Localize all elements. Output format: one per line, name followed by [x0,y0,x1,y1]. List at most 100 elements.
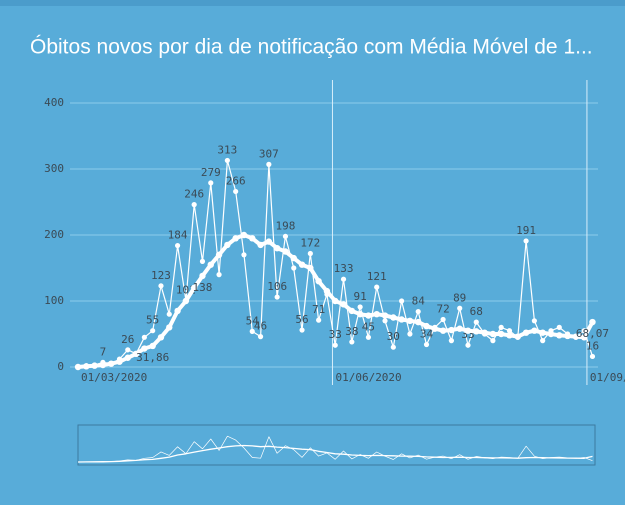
point [398,316,405,323]
point [182,297,190,305]
point [481,329,488,336]
point [440,316,446,323]
point [83,363,90,370]
point [356,311,364,318]
data-label: 33 [329,328,342,341]
point [415,308,421,315]
data-label: 307 [259,147,279,160]
point [523,238,529,244]
point [423,322,430,330]
point [464,327,472,334]
data-label: 279 [201,166,221,179]
point [457,305,463,311]
point [506,332,513,339]
point [448,338,455,344]
point [266,161,272,167]
data-label: 68 [470,305,483,318]
x-tick-label: 01/06/2020 [335,371,401,384]
data-label: 54 [246,314,260,327]
point [257,241,264,249]
point [282,233,289,239]
point [456,325,463,332]
point [157,334,165,341]
point [547,330,555,338]
data-label: 266 [226,174,246,187]
point [374,284,380,290]
point [207,261,214,268]
y-tick-label: 300 [44,162,64,175]
point [323,287,331,295]
point [556,332,563,339]
point [116,358,123,365]
data-label: 71 [312,303,325,316]
data-label: 26 [121,333,134,346]
point [191,202,197,208]
point [357,304,363,310]
point [199,258,206,264]
data-label: 133 [334,262,354,275]
data-label: 106 [267,280,287,293]
point [125,347,131,353]
point [74,363,82,371]
point [431,325,439,332]
point [274,294,280,300]
point [340,276,347,282]
point [299,327,305,333]
navigator [77,424,596,466]
point [149,342,156,350]
point [390,314,397,321]
point [233,188,239,195]
point [307,264,314,272]
point [316,317,322,323]
data-label: 123 [151,269,171,282]
y-tick-label: 400 [44,96,64,109]
point [166,324,173,331]
point [141,334,147,340]
data-label: 246 [184,188,204,201]
point [240,231,248,239]
point [340,301,347,308]
x-tick-label: 01/09/... [590,371,625,384]
point [249,328,255,334]
point [199,272,206,280]
point [439,327,447,334]
data-label: 68,07 [576,327,609,340]
point [489,330,497,338]
point [522,329,530,336]
point [473,319,479,325]
point [556,324,562,330]
point [91,362,98,369]
point [224,157,230,164]
point [473,328,480,335]
data-label: 46 [254,320,267,333]
data-label: 91 [354,290,367,303]
point [265,238,273,245]
point [564,332,571,340]
chart-title: Óbitos novos por dia de notificação com … [30,36,593,59]
point [158,283,164,289]
point [307,250,313,257]
point [332,342,338,348]
point [415,318,422,326]
data-label: 55 [146,314,159,327]
y-tick-label: 0 [57,360,64,373]
data-label: 31,86 [136,351,169,364]
point [273,245,281,252]
point [215,251,223,258]
point [257,334,264,340]
point [365,312,372,319]
point [531,327,538,334]
point [498,324,504,330]
data-label: 7 [100,345,107,358]
point [540,338,546,344]
point [298,261,306,268]
y-tick-label: 200 [44,228,64,241]
data-label: 313 [217,143,237,156]
point [407,331,413,337]
point [282,248,289,255]
point [249,235,256,242]
point [208,180,214,186]
point [365,334,372,340]
point [132,350,140,357]
